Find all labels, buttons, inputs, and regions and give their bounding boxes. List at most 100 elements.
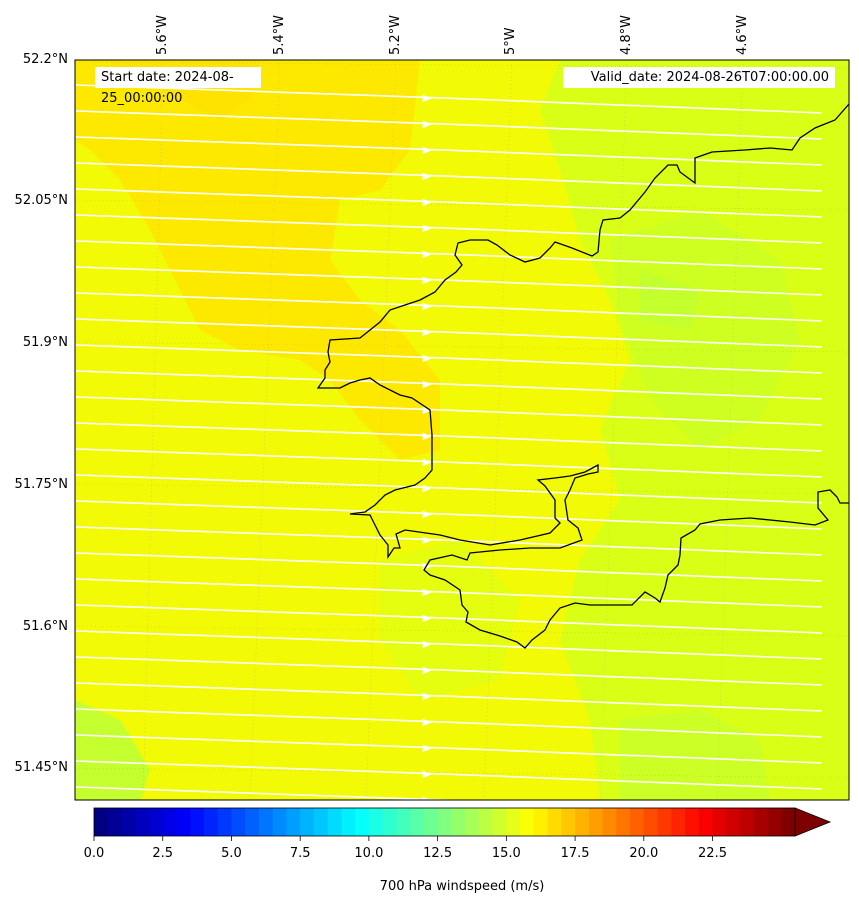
colorbar-cell — [107, 808, 123, 836]
streamline-arrow — [422, 614, 432, 623]
streamline-arrow — [422, 666, 432, 675]
colorbar-cell — [492, 808, 507, 836]
colorbar-cell — [148, 808, 164, 836]
streamline — [75, 760, 823, 790]
colorbar-tick-label: 20.0 — [629, 846, 659, 861]
colorbar-cell — [465, 808, 480, 836]
streamline-arrow — [422, 692, 432, 701]
colorbar-tick-label: 15.0 — [491, 846, 521, 861]
streamline-arrow — [422, 406, 432, 415]
streamline — [75, 344, 823, 374]
colorbar-cell — [423, 808, 439, 836]
streamline — [75, 136, 823, 166]
colorbar-cell — [300, 808, 315, 836]
colorbar — [93, 807, 832, 841]
valid-date-box: Valid_date: 2024-08-26T07:00:00.00 — [563, 67, 835, 88]
colorbar-extend-arrow — [794, 807, 832, 837]
streamline — [75, 682, 823, 712]
streamline — [75, 162, 823, 192]
streamline-arrow — [422, 640, 432, 649]
streamline — [75, 110, 823, 140]
colorbar-cell — [616, 808, 631, 836]
colorbar-cell — [245, 808, 260, 836]
streamline — [75, 708, 823, 738]
lon-label-5w: 5°W — [503, 27, 518, 55]
colorbar-tick-label: 5.0 — [221, 846, 242, 861]
colorbar-cell — [176, 808, 191, 836]
start-date-label: Start date: 2024-08-25_00:00:00 — [101, 70, 234, 106]
streamline — [75, 526, 823, 556]
colorbar-cell — [437, 808, 452, 836]
streamline-arrow — [422, 510, 432, 519]
colorbar-cell — [506, 808, 521, 836]
streamline-arrow — [422, 250, 432, 259]
colorbar-cell — [313, 808, 329, 836]
lat-label-51-6: 51.6°N — [22, 619, 68, 634]
colorbar-cell — [643, 808, 659, 836]
colorbar-cell — [602, 808, 617, 836]
streamline — [75, 734, 823, 764]
colorbar-cell — [203, 808, 219, 836]
streamline — [75, 448, 823, 478]
colorbar-cell — [162, 808, 178, 836]
colorbar-cell — [368, 808, 384, 836]
lon-label-4-8w: 4.8°W — [619, 14, 634, 55]
streamline-arrow — [422, 120, 432, 129]
streamline-arrow — [422, 172, 432, 181]
colorbar-cell — [272, 808, 288, 836]
colorbar-cell — [382, 808, 397, 836]
lon-label-5-4w: 5.4°W — [272, 14, 287, 55]
streamline — [75, 240, 823, 270]
colorbar-cell — [575, 808, 590, 836]
streamline — [75, 214, 823, 244]
colorbar-cell — [753, 808, 769, 836]
colorbar-cell — [657, 808, 672, 836]
colorbar-cell — [396, 808, 411, 836]
streamline — [75, 318, 823, 348]
colorbar-tick-label: 22.5 — [698, 846, 727, 861]
colorbar-cell — [712, 808, 727, 836]
colorbar-frame — [93, 807, 796, 837]
strong-wind-region — [75, 60, 440, 460]
colorbar-cell — [258, 808, 274, 836]
colorbar-cell — [685, 808, 700, 836]
colorbar-tick-label: 17.5 — [560, 846, 590, 861]
valid-date-label: Valid_date: 2024-08-26T07:00:00.00 — [590, 70, 829, 85]
streamline-arrow — [422, 146, 432, 155]
colorbar-cell — [286, 808, 301, 836]
streamline-arrow — [422, 302, 432, 311]
streamline-arrow — [422, 770, 432, 779]
streamline-arrow — [422, 718, 432, 727]
colorbar-cell — [767, 808, 782, 836]
streamline — [75, 656, 823, 686]
colorbar-cell — [533, 808, 549, 836]
streamline — [75, 370, 823, 400]
graticule — [75, 60, 849, 800]
colorbar-cell — [740, 808, 755, 836]
streamline-arrow — [422, 224, 432, 233]
streamline-arrow — [422, 380, 432, 389]
lat-label-51-9: 51.9°N — [22, 335, 68, 350]
colorbar-label: 700 hPa windspeed (m/s) — [379, 879, 545, 894]
streamline-arrow — [422, 198, 432, 207]
streamline-arrow — [422, 796, 431, 800]
lon-label-5-2w: 5.2°W — [388, 14, 403, 55]
streamline — [75, 552, 823, 582]
streamline — [75, 266, 823, 296]
colorbar-cell — [217, 808, 233, 836]
streamline-arrow — [422, 458, 432, 467]
streamline-arrow — [422, 432, 432, 441]
start-date-box: Start date: 2024-08-25_00:00:00 — [95, 67, 261, 106]
streamlines — [75, 84, 823, 800]
streamline-arrow — [422, 484, 432, 493]
weakest-wind-region — [75, 700, 150, 800]
colorbar-cell — [588, 808, 604, 836]
colorbar-tick-label: 0.0 — [83, 846, 105, 861]
colorbar-tick-label: 2.5 — [152, 846, 174, 861]
lat-label-51-75: 51.75°N — [14, 477, 68, 492]
streamline — [75, 604, 823, 634]
colorbar-cell — [355, 808, 370, 836]
streamline-arrow — [422, 276, 432, 285]
streamline — [75, 500, 823, 530]
